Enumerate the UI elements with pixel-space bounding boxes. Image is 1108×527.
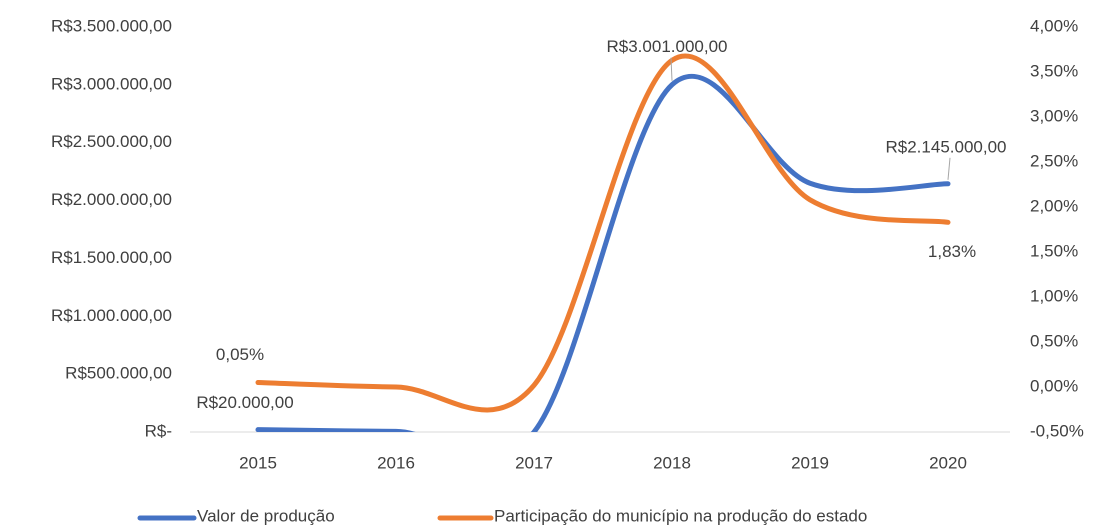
leader-line: [947, 157, 951, 180]
legend-label: Participação do município na produção do…: [494, 506, 867, 525]
y2-tick-label: 2,00%: [1030, 196, 1078, 215]
data-label: 0,05%: [216, 345, 264, 364]
y2-tick-label: 0,00%: [1030, 376, 1078, 395]
data-label: 1,83%: [928, 242, 976, 261]
y-tick-label: R$1.500.000,00: [51, 248, 172, 267]
y2-tick-label: 3,00%: [1030, 106, 1078, 125]
data-label: R$20.000,00: [196, 393, 293, 412]
y-tick-label: R$2.000.000,00: [51, 190, 172, 209]
y2-tick-label: 4,00%: [1030, 16, 1078, 35]
y-tick-label: R$3.000.000,00: [51, 74, 172, 93]
legend-label: Valor de produção: [197, 506, 335, 525]
y-tick-label: R$500.000,00: [65, 364, 172, 383]
series-line: [255, 53, 951, 413]
data-label: R$3.001.000,00: [607, 37, 728, 56]
y2-tick-label: 2,50%: [1030, 151, 1078, 170]
plot-area: [255, 53, 951, 432]
x-tick-label: 2015: [239, 453, 277, 472]
series-line: [255, 73, 951, 432]
y-tick-label: R$3.500.000,00: [51, 16, 172, 35]
x-tick-label: 2018: [653, 453, 691, 472]
y-tick-label: R$1.000.000,00: [51, 306, 172, 325]
y2-tick-label: 3,50%: [1030, 61, 1078, 80]
y2-tick-label: 0,50%: [1030, 331, 1078, 350]
leader-line: [670, 57, 673, 81]
x-tick-label: 2019: [791, 453, 829, 472]
y2-tick-label: 1,50%: [1030, 241, 1078, 260]
x-tick-label: 2016: [377, 453, 415, 472]
x-tick-label: 2017: [515, 453, 553, 472]
data-label: R$2.145.000,00: [886, 137, 1007, 156]
y-tick-label: R$2.500.000,00: [51, 132, 172, 151]
y2-tick-label: 1,00%: [1030, 286, 1078, 305]
y2-tick-label: -0,50%: [1030, 421, 1084, 440]
x-tick-label: 2020: [929, 453, 967, 472]
y-tick-label: R$-: [145, 421, 172, 440]
